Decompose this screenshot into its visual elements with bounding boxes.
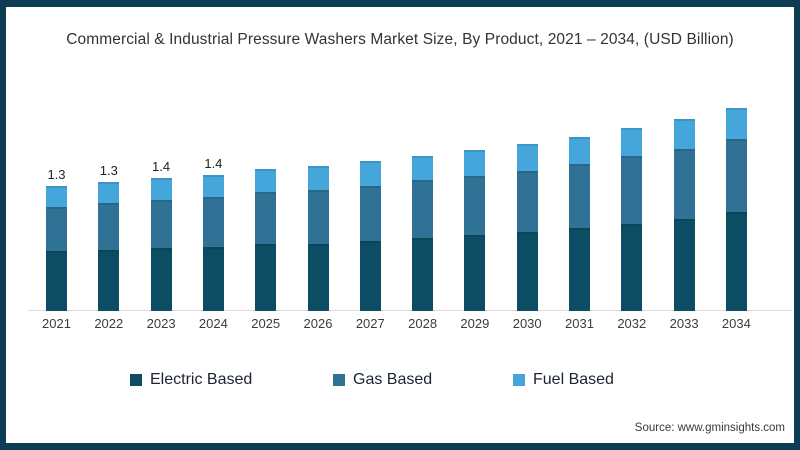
bar-2031-electric-based	[569, 228, 590, 311]
bar-2030-fuel-based	[516, 143, 538, 171]
chart-title: Commercial & Industrial Pressure Washers…	[66, 31, 734, 48]
bar-2021-gas-based	[46, 207, 67, 252]
bar-2028-gas-based	[412, 180, 434, 239]
bar-value-label-2022: 1.3	[99, 163, 118, 179]
bar-2027-gas-based	[359, 186, 381, 241]
x-axis-label-2024: 2024	[198, 316, 228, 331]
x-axis-label-2027: 2027	[355, 316, 385, 331]
bar-2033-electric-based	[673, 218, 695, 311]
x-axis-label-2029: 2029	[460, 316, 490, 331]
x-axis-label-2021: 2021	[42, 316, 71, 331]
bar-2024-fuel-based	[202, 174, 224, 197]
bar-value-label-2021: 1.3	[47, 167, 66, 183]
legend-label-gas-based: Gas Based	[353, 371, 433, 388]
bar-2021-fuel-based	[46, 186, 67, 208]
bar-2030-gas-based	[516, 170, 538, 233]
x-axis-label-2022: 2022	[94, 316, 124, 331]
bar-value-label-2023: 1.4	[152, 158, 171, 174]
legend-swatch-gas-based	[333, 374, 345, 386]
bar-value-label-2024: 1.4	[204, 155, 223, 171]
bar-2029-gas-based	[464, 175, 486, 236]
bar-2030-electric-based	[516, 232, 538, 311]
bar-2022-gas-based	[98, 203, 120, 250]
x-axis-label-2033: 2033	[669, 316, 699, 331]
x-axis-label-2032: 2032	[617, 316, 647, 331]
bar-2033-fuel-based	[673, 119, 695, 149]
bar-2026-electric-based	[307, 243, 329, 311]
x-axis-label-2023: 2023	[146, 316, 176, 331]
bar-2032-fuel-based	[621, 127, 643, 157]
bar-2032-electric-based	[621, 223, 643, 311]
bar-2025-electric-based	[255, 243, 277, 311]
bar-2032-gas-based	[621, 156, 643, 224]
bar-2027-fuel-based	[359, 161, 381, 187]
legend-item-electric-based: Electric Based	[130, 371, 252, 389]
legend-swatch-electric-based	[130, 374, 142, 386]
x-axis-label-2028: 2028	[408, 316, 438, 331]
x-axis-label-2034: 2034	[721, 316, 751, 331]
bar-2033-gas-based	[673, 148, 695, 219]
legend-item-fuel-based: Fuel Based	[513, 371, 614, 389]
x-axis-label-2026: 2026	[303, 316, 333, 331]
bar-2023-fuel-based	[150, 177, 172, 200]
x-axis-label-2030: 2030	[512, 316, 542, 331]
x-axis-label-2031: 2031	[565, 316, 594, 331]
bar-2031-gas-based	[569, 164, 590, 229]
legend-label-electric-based: Electric Based	[150, 371, 253, 388]
bar-2028-electric-based	[412, 238, 434, 311]
bar-2022-electric-based	[98, 249, 120, 311]
bar-2025-fuel-based	[255, 168, 277, 192]
legend-item-gas-based: Gas Based	[333, 371, 432, 389]
bar-2021-electric-based	[46, 251, 67, 311]
x-axis-label-2025: 2025	[251, 316, 281, 331]
bar-2029-fuel-based	[464, 149, 486, 176]
bar-2034-electric-based	[725, 212, 747, 311]
bar-2025-gas-based	[255, 191, 277, 244]
bar-2023-gas-based	[150, 199, 172, 248]
legend-swatch-fuel-based	[513, 374, 525, 386]
legend-label-fuel-based: Fuel Based	[533, 371, 614, 388]
bar-2023-electric-based	[150, 247, 172, 311]
bar-2027-electric-based	[359, 240, 381, 311]
bar-2026-gas-based	[307, 190, 329, 244]
bar-2029-electric-based	[464, 235, 486, 311]
bar-2024-electric-based	[202, 246, 224, 311]
x-axis-line	[28, 310, 792, 311]
bar-2022-fuel-based	[98, 182, 120, 204]
source-attribution: Source: www.gminsights.com	[634, 422, 785, 434]
bar-2034-fuel-based	[725, 108, 747, 140]
bar-2026-fuel-based	[307, 166, 329, 191]
bar-2034-gas-based	[725, 139, 747, 213]
bar-2028-fuel-based	[412, 155, 434, 181]
bar-2024-gas-based	[202, 196, 224, 247]
bar-2031-fuel-based	[569, 137, 590, 165]
